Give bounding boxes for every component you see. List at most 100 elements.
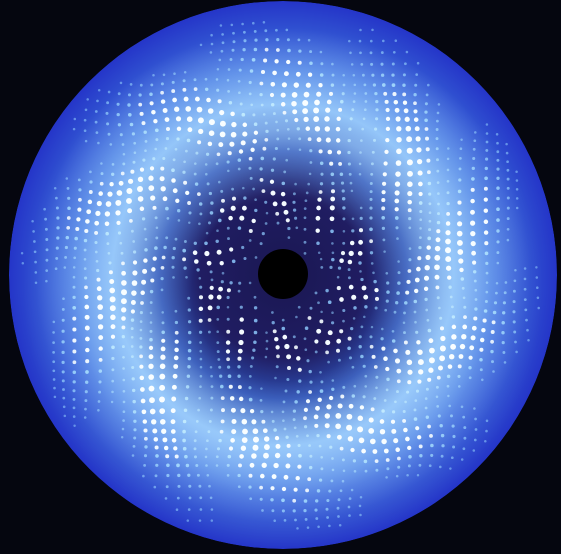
diffraction-spot bbox=[369, 39, 373, 43]
diffraction-spot bbox=[416, 340, 421, 345]
diffraction-spot bbox=[496, 207, 500, 212]
diffraction-spot bbox=[216, 350, 220, 354]
diffraction-spot bbox=[140, 290, 145, 296]
diffraction-spot bbox=[97, 324, 104, 330]
diffraction-spot bbox=[166, 473, 170, 478]
diffraction-spot bbox=[171, 168, 175, 173]
diffraction-spot bbox=[353, 469, 357, 473]
diffraction-spot bbox=[381, 206, 386, 211]
diffraction-spot bbox=[264, 137, 269, 142]
diffraction-spot bbox=[309, 149, 313, 153]
diffraction-spot bbox=[270, 168, 275, 172]
diffraction-spot bbox=[192, 250, 198, 255]
diffraction-spot bbox=[165, 454, 170, 459]
diffraction-spot bbox=[275, 120, 278, 124]
diffraction-spot bbox=[210, 385, 214, 388]
diffraction-spot bbox=[84, 139, 88, 143]
diffraction-spot bbox=[260, 69, 266, 75]
diffraction-spot bbox=[162, 196, 168, 202]
diffraction-spot bbox=[418, 181, 423, 187]
diffraction-spot bbox=[259, 167, 263, 171]
diffraction-spot bbox=[130, 229, 134, 233]
diffraction-spot bbox=[177, 484, 181, 488]
diffraction-spot bbox=[339, 446, 344, 451]
diffraction-spot bbox=[74, 236, 78, 241]
diffraction-spot bbox=[303, 216, 307, 220]
diffraction-spot bbox=[484, 300, 488, 303]
diffraction-spot bbox=[340, 181, 345, 185]
diffraction-spot bbox=[418, 444, 423, 449]
diffraction-spot bbox=[95, 210, 101, 217]
diffraction-spot bbox=[461, 286, 465, 290]
diffraction-spot bbox=[472, 156, 476, 161]
diffraction-spot bbox=[196, 268, 200, 272]
diffraction-spot bbox=[468, 376, 472, 380]
diffraction-spot bbox=[318, 478, 323, 482]
diffraction-spot bbox=[440, 335, 446, 342]
diffraction-spot bbox=[196, 106, 203, 113]
diffraction-spot bbox=[358, 504, 362, 508]
diffraction-spot bbox=[221, 271, 225, 275]
diffraction-spot bbox=[397, 456, 401, 461]
diffraction-spot bbox=[296, 527, 299, 530]
diffraction-spot bbox=[397, 281, 401, 285]
diffraction-spot bbox=[479, 368, 483, 372]
diffraction-spot bbox=[130, 300, 136, 305]
diffraction-spot bbox=[237, 226, 242, 230]
diffraction-spot bbox=[370, 62, 374, 66]
diffraction-spot bbox=[331, 457, 334, 460]
diffraction-spot bbox=[483, 186, 488, 191]
diffraction-spot bbox=[435, 147, 439, 151]
diffraction-spot bbox=[309, 61, 313, 66]
diffraction-spot bbox=[413, 101, 417, 106]
diffraction-spot bbox=[65, 177, 69, 180]
diffraction-spot bbox=[451, 324, 457, 330]
diffraction-spot bbox=[199, 374, 203, 378]
diffraction-spot bbox=[405, 290, 410, 295]
diffraction-spot bbox=[249, 408, 255, 414]
diffraction-spot bbox=[132, 270, 138, 276]
diffraction-spot bbox=[331, 379, 335, 382]
diffraction-spot bbox=[171, 438, 177, 443]
diffraction-spot bbox=[237, 385, 242, 390]
diffraction-spot bbox=[474, 288, 478, 292]
diffraction-spot bbox=[160, 99, 166, 104]
diffraction-spot bbox=[231, 429, 237, 435]
diffraction-spot bbox=[313, 107, 320, 114]
diffraction-spot bbox=[98, 390, 102, 394]
diffraction-spot bbox=[394, 400, 397, 404]
diffraction-spot bbox=[342, 385, 346, 389]
diffraction-spot bbox=[66, 216, 71, 220]
diffraction-spot bbox=[259, 485, 263, 490]
diffraction-spot bbox=[139, 354, 143, 359]
diffraction-spot bbox=[52, 331, 55, 334]
diffraction-spot bbox=[426, 318, 430, 322]
diffraction-spot bbox=[348, 284, 354, 290]
diffraction-spot bbox=[375, 99, 379, 104]
diffraction-spot bbox=[171, 256, 175, 260]
diffraction-spot bbox=[391, 339, 396, 343]
diffraction-spot bbox=[314, 126, 321, 132]
diffraction-spot bbox=[210, 396, 214, 400]
diffraction-spot bbox=[435, 285, 440, 290]
diffraction-spot bbox=[473, 438, 477, 442]
diffraction-spot bbox=[283, 209, 289, 215]
diffraction-spot bbox=[160, 354, 166, 360]
diffraction-spot bbox=[132, 410, 137, 414]
diffraction-spot bbox=[308, 369, 312, 374]
diffraction-spot bbox=[150, 278, 155, 283]
diffraction-spot bbox=[193, 78, 197, 82]
diffraction-spot bbox=[188, 484, 192, 488]
diffraction-spot bbox=[286, 377, 290, 382]
diffraction-spot bbox=[414, 399, 418, 402]
diffraction-spot bbox=[360, 63, 364, 66]
diffraction-spot bbox=[341, 197, 346, 201]
diffraction-spot bbox=[338, 523, 342, 527]
diffraction-spot bbox=[450, 456, 454, 460]
diffraction-spot bbox=[237, 473, 241, 478]
diffraction-spot bbox=[416, 61, 420, 65]
diffraction-spot bbox=[370, 172, 374, 176]
diffraction-spot bbox=[445, 238, 451, 245]
diffraction-spot bbox=[375, 468, 379, 472]
